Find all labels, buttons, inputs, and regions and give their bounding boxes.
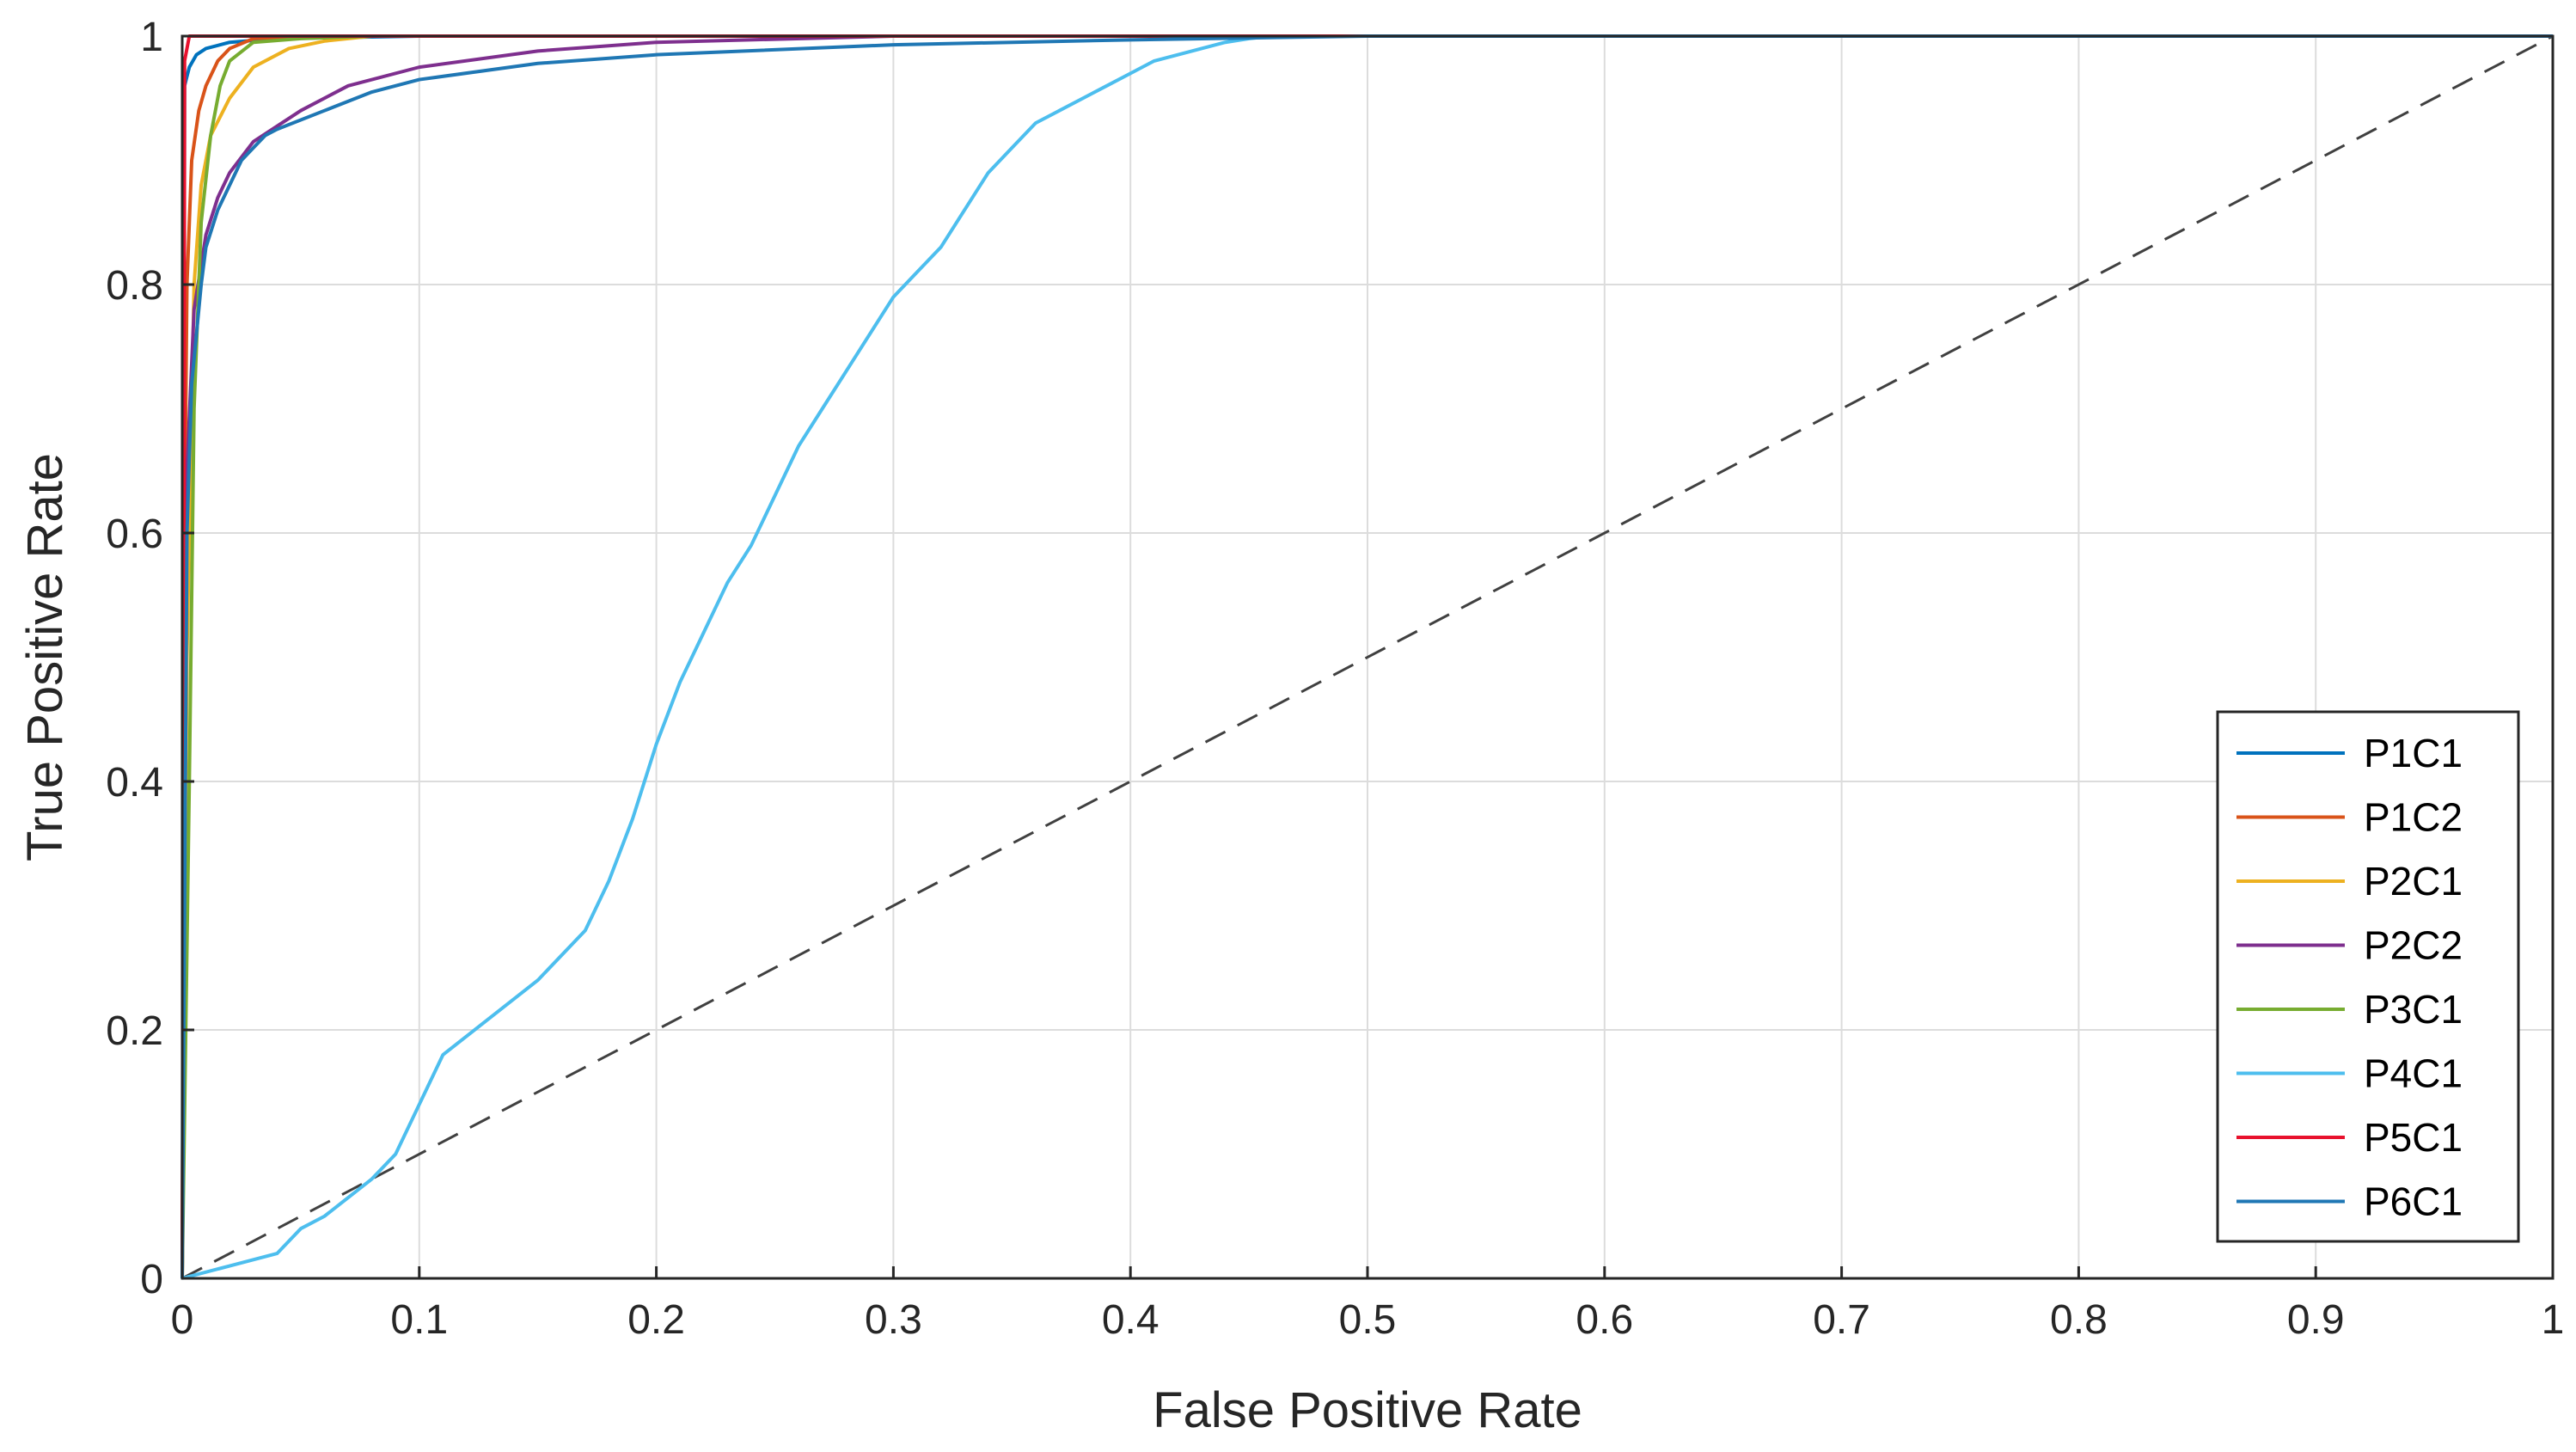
series-line-p4c1	[181, 34, 2553, 1280]
y-tick-label: 0.6	[106, 512, 163, 557]
legend-item: P5C1	[2236, 1115, 2463, 1160]
x-tick-label: 0.9	[2287, 1297, 2345, 1343]
legend-item: P2C1	[2236, 859, 2463, 904]
legend-label: P2C2	[2364, 923, 2463, 968]
x-tick-label: 1	[2542, 1297, 2565, 1343]
x-tick-label: 0.2	[627, 1297, 685, 1343]
legend-item: P4C1	[2236, 1051, 2463, 1096]
x-tick-label: 0.1	[390, 1297, 448, 1343]
reference-layer	[181, 34, 2554, 1280]
series-line-p6c1	[181, 34, 2553, 1279]
legend-item: P1C2	[2236, 795, 2463, 840]
x-tick-label: 0.4	[1102, 1297, 1160, 1343]
y-axis-label: True Positive Rate	[17, 453, 73, 861]
x-tick-label: 0.3	[865, 1297, 922, 1343]
x-tick-label: 0.6	[1576, 1297, 1633, 1343]
y-tick-label: 0.8	[106, 263, 163, 309]
y-tick-label: 0.2	[106, 1008, 163, 1054]
legend-label: P1C1	[2364, 731, 2463, 775]
x-axis-label: False Positive Rate	[1153, 1382, 1582, 1438]
x-tick-label: 0.7	[1813, 1297, 1870, 1343]
y-tick-label: 0.4	[106, 760, 163, 806]
ticks: 0 0.1 0.2 0.3 0.4 0.5 0.6 0.7 0.8 0.9 1 0 0.2 0.4 0.6 0…	[106, 15, 2564, 1343]
legend-label: P4C1	[2364, 1051, 2463, 1096]
legend-label: P6C1	[2364, 1179, 2463, 1224]
legend: P1C1 P1C2 P2C1 P2C2 P3C1 P4C1 P5C1 P6C1	[2216, 710, 2520, 1243]
y-tick-label: 0	[140, 1257, 163, 1302]
legend-label: P3C1	[2364, 987, 2463, 1032]
legend-label: P1C2	[2364, 795, 2463, 840]
legend-box	[2216, 710, 2520, 1243]
legend-label: P5C1	[2364, 1115, 2463, 1160]
legend-item: P6C1	[2236, 1179, 2463, 1224]
reference-diagonal-line	[181, 34, 2554, 1280]
x-tick-label: 0.5	[1339, 1297, 1397, 1343]
legend-item: P2C2	[2236, 923, 2463, 968]
y-tick-label: 1	[140, 15, 163, 60]
x-tick-label: 0	[171, 1297, 194, 1343]
legend-item: P3C1	[2236, 987, 2463, 1032]
legend-item: P1C1	[2236, 731, 2463, 775]
x-tick-label: 0.8	[2050, 1297, 2108, 1343]
legend-label: P2C1	[2364, 859, 2463, 904]
